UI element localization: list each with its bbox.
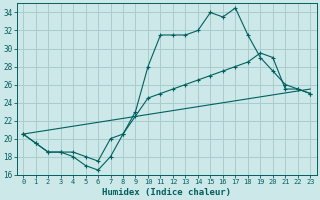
X-axis label: Humidex (Indice chaleur): Humidex (Indice chaleur) xyxy=(102,188,231,197)
